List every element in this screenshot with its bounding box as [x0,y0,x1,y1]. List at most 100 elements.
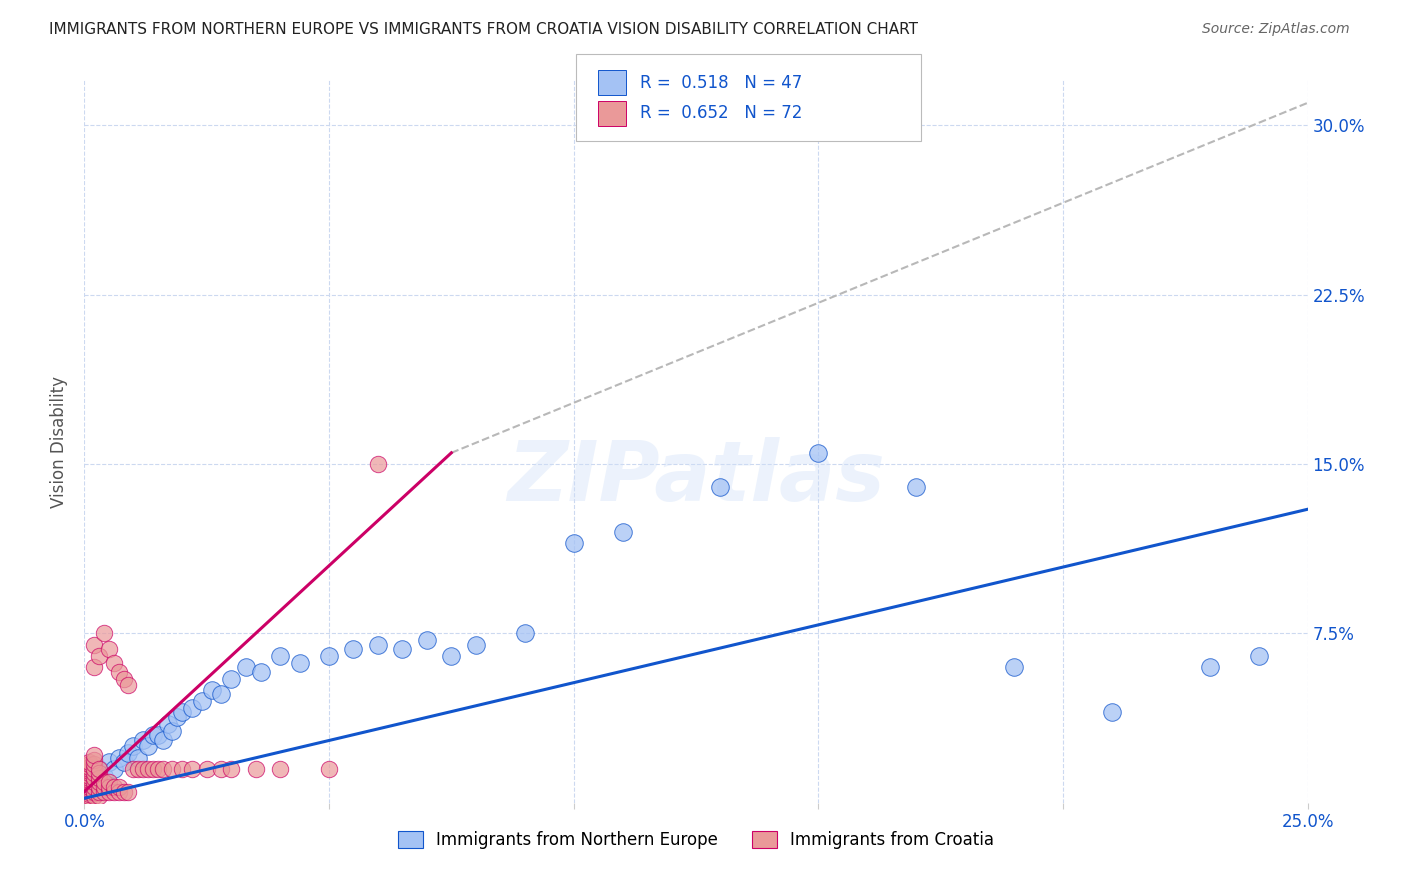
Point [117,678,139,692]
Point [342,642,364,657]
Point [83,753,105,767]
Point [97,775,120,789]
Point [1247,648,1270,663]
Point [200,682,222,697]
Point [209,687,232,701]
Point [1101,706,1123,720]
Point [1198,660,1220,674]
Point [103,656,125,670]
Point [288,656,311,670]
Point [83,775,105,789]
Point [77,791,100,805]
Point [464,638,486,652]
Point [136,762,159,776]
Point [166,710,188,724]
Point [562,536,585,550]
Point [87,780,110,794]
Point [513,626,536,640]
Text: Source: ZipAtlas.com: Source: ZipAtlas.com [1202,22,1350,37]
Point [83,660,105,674]
Point [83,789,105,803]
Point [709,480,731,494]
Point [87,784,110,798]
Point [97,780,120,794]
Point [367,638,389,652]
Text: ZIPatlas: ZIPatlas [508,437,884,518]
Point [103,780,125,794]
Point [77,757,100,772]
Point [77,784,100,798]
Point [77,769,100,783]
Point [219,672,242,686]
Point [132,732,155,747]
Point [107,665,129,679]
Point [245,762,267,776]
Point [127,762,149,776]
Point [87,771,110,785]
Point [87,762,110,776]
Point [77,787,100,801]
Y-axis label: Vision Disability: Vision Disability [51,376,69,508]
Point [1002,660,1025,674]
Point [93,626,115,640]
Point [97,642,120,657]
Point [83,780,105,794]
Text: IMMIGRANTS FROM NORTHERN EUROPE VS IMMIGRANTS FROM CROATIA VISION DISABILITY COR: IMMIGRANTS FROM NORTHERN EUROPE VS IMMIG… [49,22,918,37]
Point [77,760,100,774]
Point [93,775,115,789]
Point [807,446,830,460]
Point [191,694,214,708]
Point [235,660,257,674]
Point [162,762,184,776]
Point [93,780,115,794]
Point [440,648,463,663]
Point [112,672,135,686]
Point [152,732,174,747]
Point [83,778,105,792]
Point [172,706,194,720]
Text: R =  0.652   N = 72: R = 0.652 N = 72 [640,104,801,122]
Point [219,762,242,776]
Point [83,766,105,780]
Point [142,728,165,742]
Point [83,784,105,798]
Point [172,762,194,776]
Point [83,757,105,772]
Point [905,480,928,494]
Point [107,780,129,794]
Point [146,728,169,742]
Point [93,769,115,783]
Point [249,665,271,679]
Point [103,762,125,776]
Point [152,762,174,776]
Point [117,746,139,760]
Point [107,784,129,798]
Point [87,766,110,780]
Text: R =  0.518   N = 47: R = 0.518 N = 47 [640,74,801,92]
Point [162,723,184,738]
Point [77,773,100,788]
Point [83,638,105,652]
Point [318,762,340,776]
Point [77,775,100,789]
Point [77,778,100,792]
Point [209,762,232,776]
Point [87,789,110,803]
Point [77,771,100,785]
Point [142,762,165,776]
Point [112,784,135,798]
Point [87,648,110,663]
Point [77,789,100,803]
Point [416,633,439,648]
Point [612,524,634,539]
Point [77,784,100,798]
Point [97,784,120,798]
Point [122,739,145,754]
Point [181,762,204,776]
Point [77,762,100,776]
Point [77,766,100,780]
Point [318,648,340,663]
Point [269,762,291,776]
Point [195,762,218,776]
Point [103,784,125,798]
